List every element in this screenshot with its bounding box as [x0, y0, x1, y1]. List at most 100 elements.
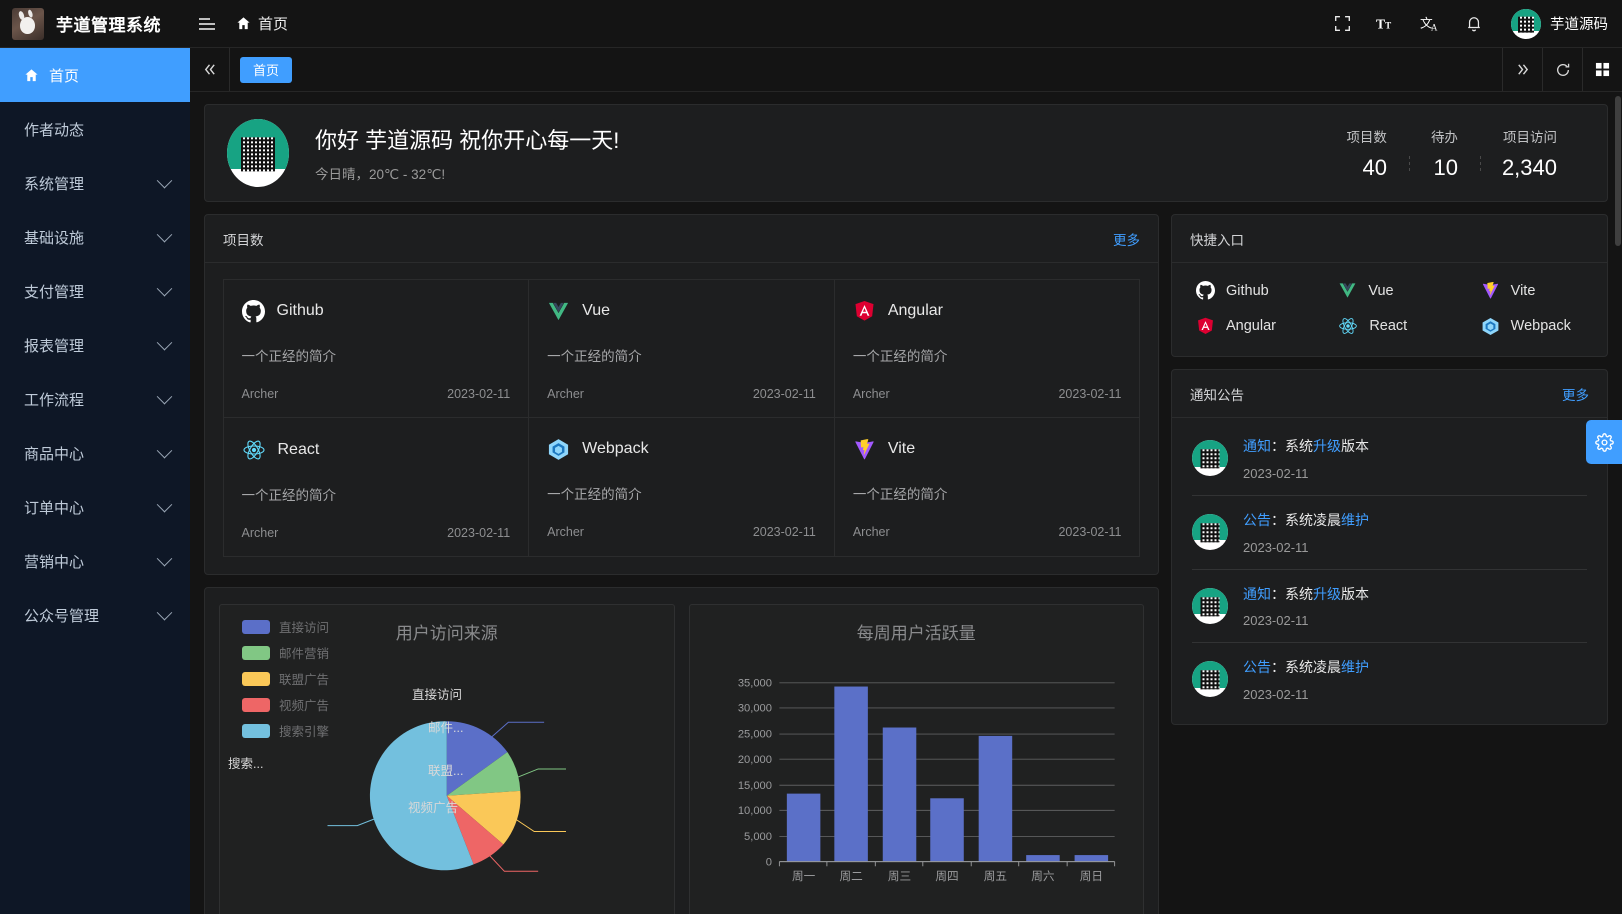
double-chevron-right-icon	[1518, 64, 1529, 75]
sidebar-item-label: 订单中心	[24, 499, 85, 517]
project-card[interactable]: Webpack 一个正经的简介 Archer 2023-02-11	[528, 416, 835, 557]
notice-sep: ：	[1271, 438, 1285, 454]
brand[interactable]: 芋道管理系统	[12, 7, 190, 40]
breadcrumb-label: 首页	[258, 16, 289, 33]
sidebar-item-order[interactable]: 订单中心	[0, 480, 190, 534]
menu-fold-icon[interactable]	[190, 0, 224, 48]
project-card[interactable]: Github 一个正经的简介 Archer 2023-02-11	[222, 278, 530, 418]
tabs-collapse-left-button[interactable]	[190, 48, 230, 91]
top-header: 芋道管理系统 首页 T T 文	[0, 0, 1622, 48]
svg-text:周三: 周三	[887, 869, 910, 883]
notice-item[interactable]: 公告：系统凌晨维护 2023-02-11	[1192, 643, 1587, 716]
notice-item[interactable]: 公告：系统凌晨维护 2023-02-11	[1192, 496, 1587, 570]
notice-date: 2023-02-11	[1243, 613, 1309, 629]
sidebar-item-label: 营销中心	[24, 553, 85, 571]
project-desc: 一个正经的简介	[547, 486, 642, 502]
weather-text: 今日晴，20℃ - 32℃!	[315, 167, 446, 182]
notice-title: 公告：系统凌晨维护	[1243, 659, 1369, 676]
project-desc: 一个正经的简介	[852, 486, 948, 502]
refresh-icon	[1556, 63, 1569, 76]
sidebar-item-workflow[interactable]: 工作流程	[0, 372, 190, 426]
svg-text:周日: 周日	[1079, 869, 1102, 883]
notice-item[interactable]: 通知：系统升级版本 2023-02-11	[1192, 422, 1587, 496]
breadcrumb[interactable]: 首页	[236, 13, 288, 34]
stat-value: 40	[1362, 154, 1387, 180]
legend-label: 搜索引擎	[279, 725, 330, 739]
page-scrollbar[interactable]	[1615, 96, 1621, 246]
angular-icon	[855, 300, 874, 321]
project-head: Github	[241, 299, 511, 323]
notice-item[interactable]: 通知：系统升级版本 2023-02-11	[1192, 570, 1587, 644]
legend-swatch	[242, 645, 270, 660]
grid-icon	[1595, 62, 1610, 77]
layout-grid-button[interactable]	[1582, 48, 1622, 91]
quick-item-webpack[interactable]: Webpack	[1461, 316, 1603, 336]
legend-item[interactable]: 邮件营销	[242, 643, 329, 662]
sidebar-item-report[interactable]: 报表管理	[0, 318, 190, 372]
quick-item-label: Angular	[1226, 318, 1276, 334]
user-name: 芋道源码	[1550, 17, 1608, 33]
chevron-down-icon	[156, 388, 173, 404]
sidebar-item-product[interactable]: 商品中心	[0, 426, 190, 480]
sidebar-item-mp[interactable]: 公众号管理	[0, 588, 190, 642]
font-size-icon[interactable]: T T	[1375, 13, 1397, 35]
translate-icon[interactable]: 文 A	[1419, 13, 1441, 35]
project-date: 2023-02-11	[752, 386, 816, 401]
project-name: React	[277, 440, 320, 458]
project-card[interactable]: Vue 一个正经的简介 Archer 2023-02-11	[528, 278, 835, 418]
quick-item-vue[interactable]: Vue	[1318, 281, 1460, 300]
chevron-down-icon	[156, 604, 173, 620]
project-card[interactable]: React 一个正经的简介 Archer 2023-02-11	[222, 416, 530, 557]
sidebar-item-infra[interactable]: 基础设施	[0, 210, 190, 264]
notice-more-link[interactable]: 更多	[1562, 387, 1589, 403]
pie-callout-label: 邮件...	[428, 721, 464, 735]
legend-swatch	[242, 671, 270, 686]
notice-pre: 系统	[1285, 438, 1313, 454]
refresh-button[interactable]	[1542, 48, 1582, 91]
sidebar-item-label: 工作流程	[24, 391, 85, 409]
project-name: Angular	[887, 302, 943, 319]
panel-title: 快捷入口	[1190, 232, 1244, 248]
project-date: 2023-02-11	[752, 524, 816, 539]
bell-icon[interactable]	[1463, 13, 1485, 35]
pie-legend: 直接访问 邮件营销 联盟广告	[242, 617, 329, 747]
sidebar-item-system[interactable]: 系统管理	[0, 156, 190, 210]
sidebar-item-author-news[interactable]: 作者动态	[0, 102, 190, 156]
quick-item-github[interactable]: Github	[1176, 281, 1318, 300]
sidebar: 首页 作者动态 系统管理 基础设施 支付管理 报表管理 工作流程	[0, 48, 190, 914]
project-desc: 一个正经的简介	[852, 348, 948, 364]
project-card[interactable]: Angular 一个正经的简介 Archer 2023-02-11	[833, 278, 1141, 418]
quick-item-react[interactable]: React	[1318, 316, 1460, 336]
sidebar-item-label: 支付管理	[24, 283, 85, 301]
legend-item[interactable]: 视频广告	[242, 695, 329, 714]
quick-item-angular[interactable]: Angular	[1176, 316, 1318, 336]
sidebar-item-marketing[interactable]: 营销中心	[0, 534, 190, 588]
stat-label: 项目访问	[1503, 129, 1557, 145]
project-card[interactable]: Vite 一个正经的简介 Archer 2023-02-11	[833, 416, 1141, 557]
projects-more-link[interactable]: 更多	[1113, 232, 1140, 248]
sidebar-item-payment[interactable]: 支付管理	[0, 264, 190, 318]
sidebar-item-home[interactable]: 首页	[0, 48, 190, 102]
notice-post: 版本	[1341, 438, 1369, 454]
greeting-text: 你好 芋道源码 祝你开心每一天!	[315, 128, 620, 153]
stat-value: 10	[1433, 154, 1458, 180]
legend-item[interactable]: 联盟广告	[242, 669, 329, 688]
quick-item-vite[interactable]: Vite	[1461, 281, 1603, 300]
legend-item[interactable]: 直接访问	[242, 617, 329, 636]
pie-callout-label: 联盟...	[428, 764, 464, 778]
main-area: 首页	[190, 48, 1622, 914]
user-menu[interactable]: 芋道源码	[1511, 8, 1608, 39]
project-date: 2023-02-11	[447, 386, 511, 401]
pie-svg	[327, 721, 566, 872]
notice-title: 通知：系统升级版本	[1243, 438, 1369, 455]
banner-text: 你好 芋道源码 祝你开心每一天! 今日晴，20℃ - 32℃!	[315, 123, 1324, 183]
fullscreen-icon[interactable]	[1331, 13, 1353, 35]
pie-callout-label: 搜索...	[228, 757, 264, 771]
settings-drawer-button[interactable]	[1586, 420, 1622, 464]
notice-mid: 升级	[1313, 438, 1341, 454]
tabs-collapse-right-button[interactable]	[1502, 48, 1542, 91]
rabbit-logo-icon	[12, 7, 44, 40]
quick-item-label: Github	[1226, 282, 1269, 299]
tab-home[interactable]: 首页	[240, 56, 293, 83]
legend-item[interactable]: 搜索引擎	[242, 721, 329, 740]
